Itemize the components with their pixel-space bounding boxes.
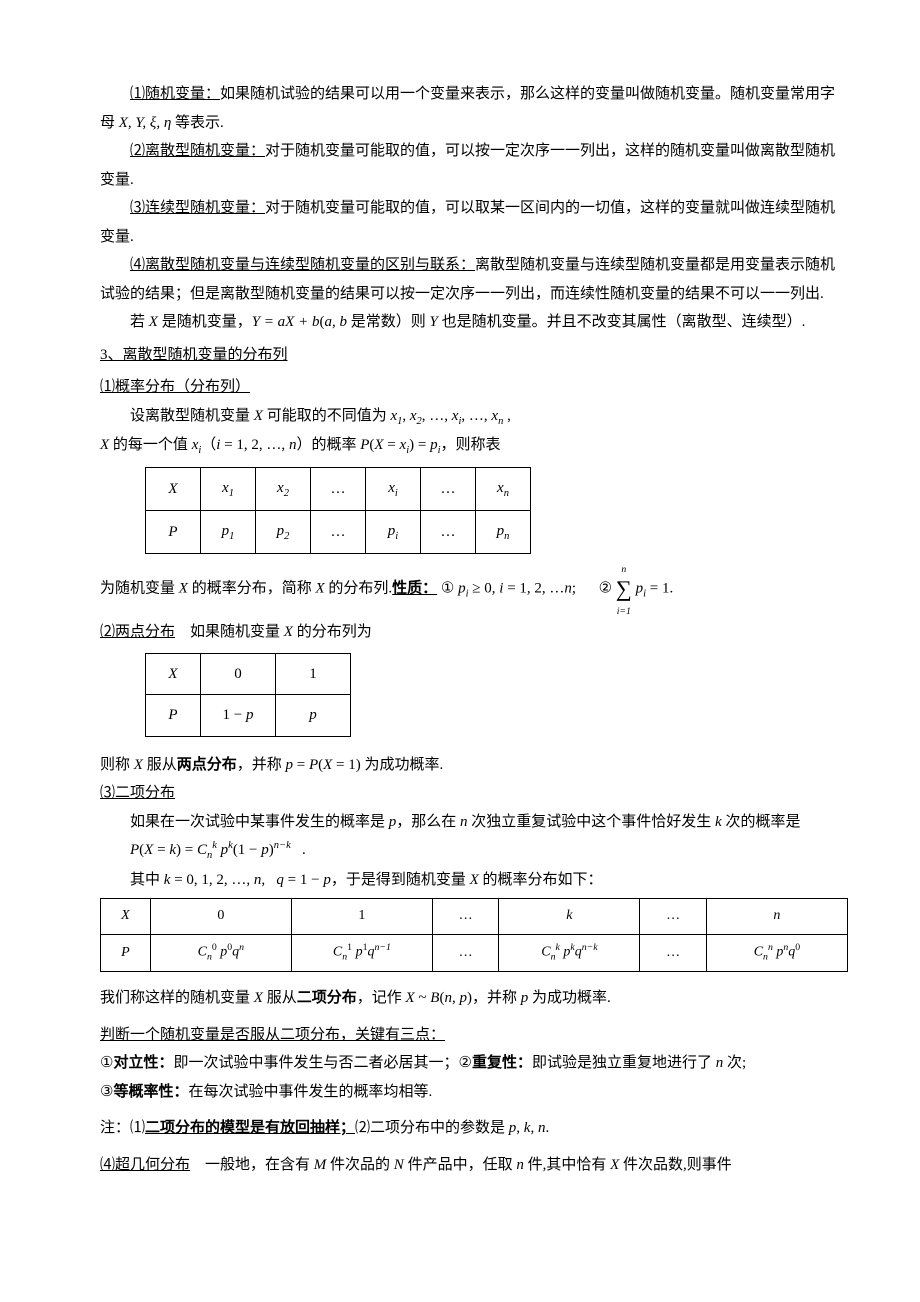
para-diff: ⑷离散型随机变量与连续型随机变量的区别与联系：离散型随机变量与连续型随机变量都是… bbox=[100, 251, 848, 308]
binomial-formula: P(X = k) = Cnk pk(1 − p)n−k . bbox=[100, 836, 848, 866]
vars-xyxi: X, Y, ξ, η bbox=[119, 115, 172, 131]
distribution-table-1: X x1 x2 … xi … xn P p1 p2 … pi … pn bbox=[145, 467, 531, 554]
para-continuous: ⑶连续型随机变量：对于随机变量可能取的值，可以取某一区间内的一切值，这样的变量就… bbox=[100, 194, 848, 251]
subsec-2: ⑵两点分布 如果随机变量 X 的分布列为 bbox=[100, 618, 848, 647]
two-point-table: X 0 1 P 1 − p p bbox=[145, 653, 351, 737]
judge-title: 判断一个随机变量是否服从二项分布，关键有三点： bbox=[100, 1021, 848, 1050]
label-1: ⑴随机变量： bbox=[130, 86, 220, 102]
subsec-1: ⑴概率分布（分布列） bbox=[100, 373, 848, 402]
binomial-where: 其中 k = 0, 1, 2, …, n, q = 1 − p，于是得到随机变量… bbox=[100, 866, 848, 895]
subsec-3: ⑶二项分布 bbox=[100, 779, 848, 808]
judge-points: ①对立性：即一次试验中事件发生与否二者必居其一；②重复性：即试验是独立重复地进行… bbox=[100, 1049, 848, 1106]
binomial-notation: 我们称这样的随机变量 X 服从二项分布，记作 X ~ B(n, p)，并称 p … bbox=[100, 984, 848, 1013]
sum-expr: n ∑ i=1 bbox=[616, 560, 632, 618]
section-3-title: 3、离散型随机变量的分布列 bbox=[100, 341, 848, 370]
para-transform: 若 X 是随机变量，Y = aX + b(a, b 是常数）则 Y 也是随机变量… bbox=[100, 308, 848, 337]
note-line: 注：⑴二项分布的模型是有放回抽样；⑵二项分布中的参数是 p, k, n. bbox=[100, 1114, 848, 1143]
dist-properties: 为随机变量 X 的概率分布，简称 X 的分布列.性质： ① pi ≥ 0, i … bbox=[100, 560, 848, 618]
label-4: ⑷离散型随机变量与连续型随机变量的区别与联系： bbox=[130, 257, 475, 273]
dist-setup-2: X 的每一个值 xi（i = 1, 2, …, n）的概率 P(X = xi) … bbox=[100, 431, 848, 461]
two-point-text: 则称 X 服从两点分布，并称 p = P(X = 1) 为成功概率. bbox=[100, 751, 848, 780]
para-discrete: ⑵离散型随机变量：对于随机变量可能取的值，可以按一定次序一一列出，这样的随机变量… bbox=[100, 137, 848, 194]
para-random-var: ⑴随机变量：如果随机试验的结果可以用一个变量来表示，那么这样的变量叫做随机变量。… bbox=[100, 80, 848, 137]
dist-setup-1: 设离散型随机变量 X 可能取的不同值为 x1, x2, …, xi, …, xn… bbox=[100, 402, 848, 432]
subsec-4: ⑷超几何分布 一般地，在含有 M 件次品的 N 件产品中，任取 n 件,其中恰有… bbox=[100, 1151, 848, 1180]
label-3: ⑶连续型随机变量： bbox=[130, 200, 265, 216]
label-2: ⑵离散型随机变量： bbox=[130, 143, 265, 159]
binomial-intro: 如果在一次试验中某事件发生的概率是 p，那么在 n 次独立重复试验中这个事件恰好… bbox=[100, 808, 848, 837]
binomial-table: X 0 1 … k … n P Cn0 p0qn Cn1 p1qn−1 … Cn… bbox=[100, 898, 848, 972]
